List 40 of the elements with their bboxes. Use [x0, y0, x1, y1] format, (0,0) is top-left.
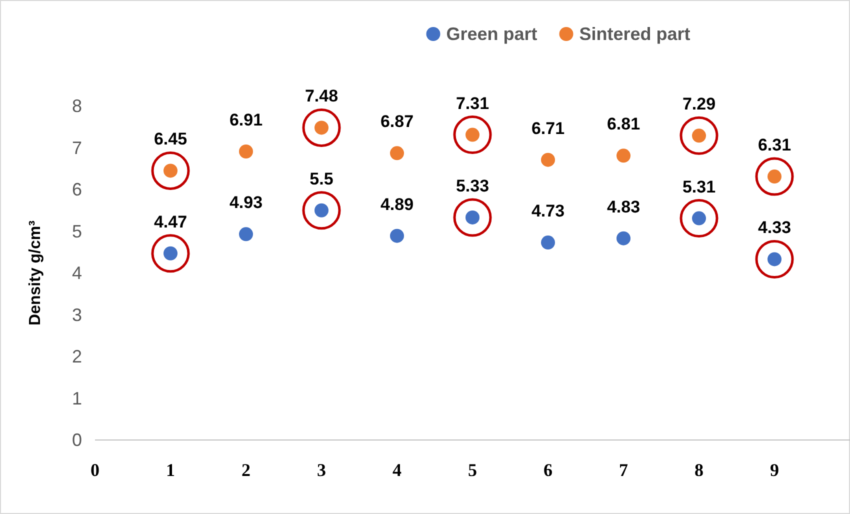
y-tick-label: 8 [72, 96, 82, 116]
x-tick-label: 6 [544, 460, 552, 480]
y-axis-title: Density g/cm³ [27, 220, 44, 326]
y-tick-label: 4 [72, 263, 82, 283]
data-label: 7.31 [456, 94, 490, 113]
data-label: 6.31 [758, 136, 792, 155]
x-tick-label: 4 [392, 460, 402, 480]
data-label: 6.81 [606, 114, 640, 134]
x-tick-label: 8 [694, 460, 704, 480]
y-tick-label: 3 [72, 304, 82, 325]
data-label: 4.83 [606, 197, 640, 216]
data-label: 6.45 [154, 130, 188, 149]
data-label: 4.73 [531, 202, 565, 221]
x-tick-label: 0 [90, 460, 100, 480]
x-tick-label: 9 [770, 460, 779, 480]
y-tick-label: 7 [72, 138, 82, 158]
x-tick-label: 2 [242, 460, 250, 480]
x-tick-label: 7 [619, 460, 628, 480]
data-label: 7.48 [304, 86, 338, 106]
x-tick-label: 5 [468, 460, 477, 480]
y-tick-label: 6 [72, 180, 82, 200]
x-tick-label: 3 [317, 460, 326, 480]
y-tick-label: 0 [72, 430, 82, 450]
data-label: 5.33 [456, 176, 490, 196]
x-tick-label: 1 [166, 460, 175, 480]
data-label: 5.31 [682, 177, 716, 196]
data-label: 5.5 [310, 169, 334, 188]
y-tick-label: 2 [72, 346, 82, 366]
data-label: 7.29 [682, 94, 716, 114]
legend-label: Green part [446, 24, 538, 44]
data-label: 6.91 [229, 110, 263, 130]
legend-label: Sintered part [579, 24, 690, 44]
data-label: 4.47 [154, 212, 188, 232]
data-label: 6.87 [380, 112, 414, 132]
data-label: 4.93 [229, 193, 263, 212]
data-label: 4.89 [380, 194, 414, 214]
y-tick-label: 5 [72, 221, 82, 242]
data-label: 4.33 [758, 218, 792, 238]
data-label: 6.71 [531, 118, 565, 138]
y-tick-label: 1 [72, 388, 82, 408]
